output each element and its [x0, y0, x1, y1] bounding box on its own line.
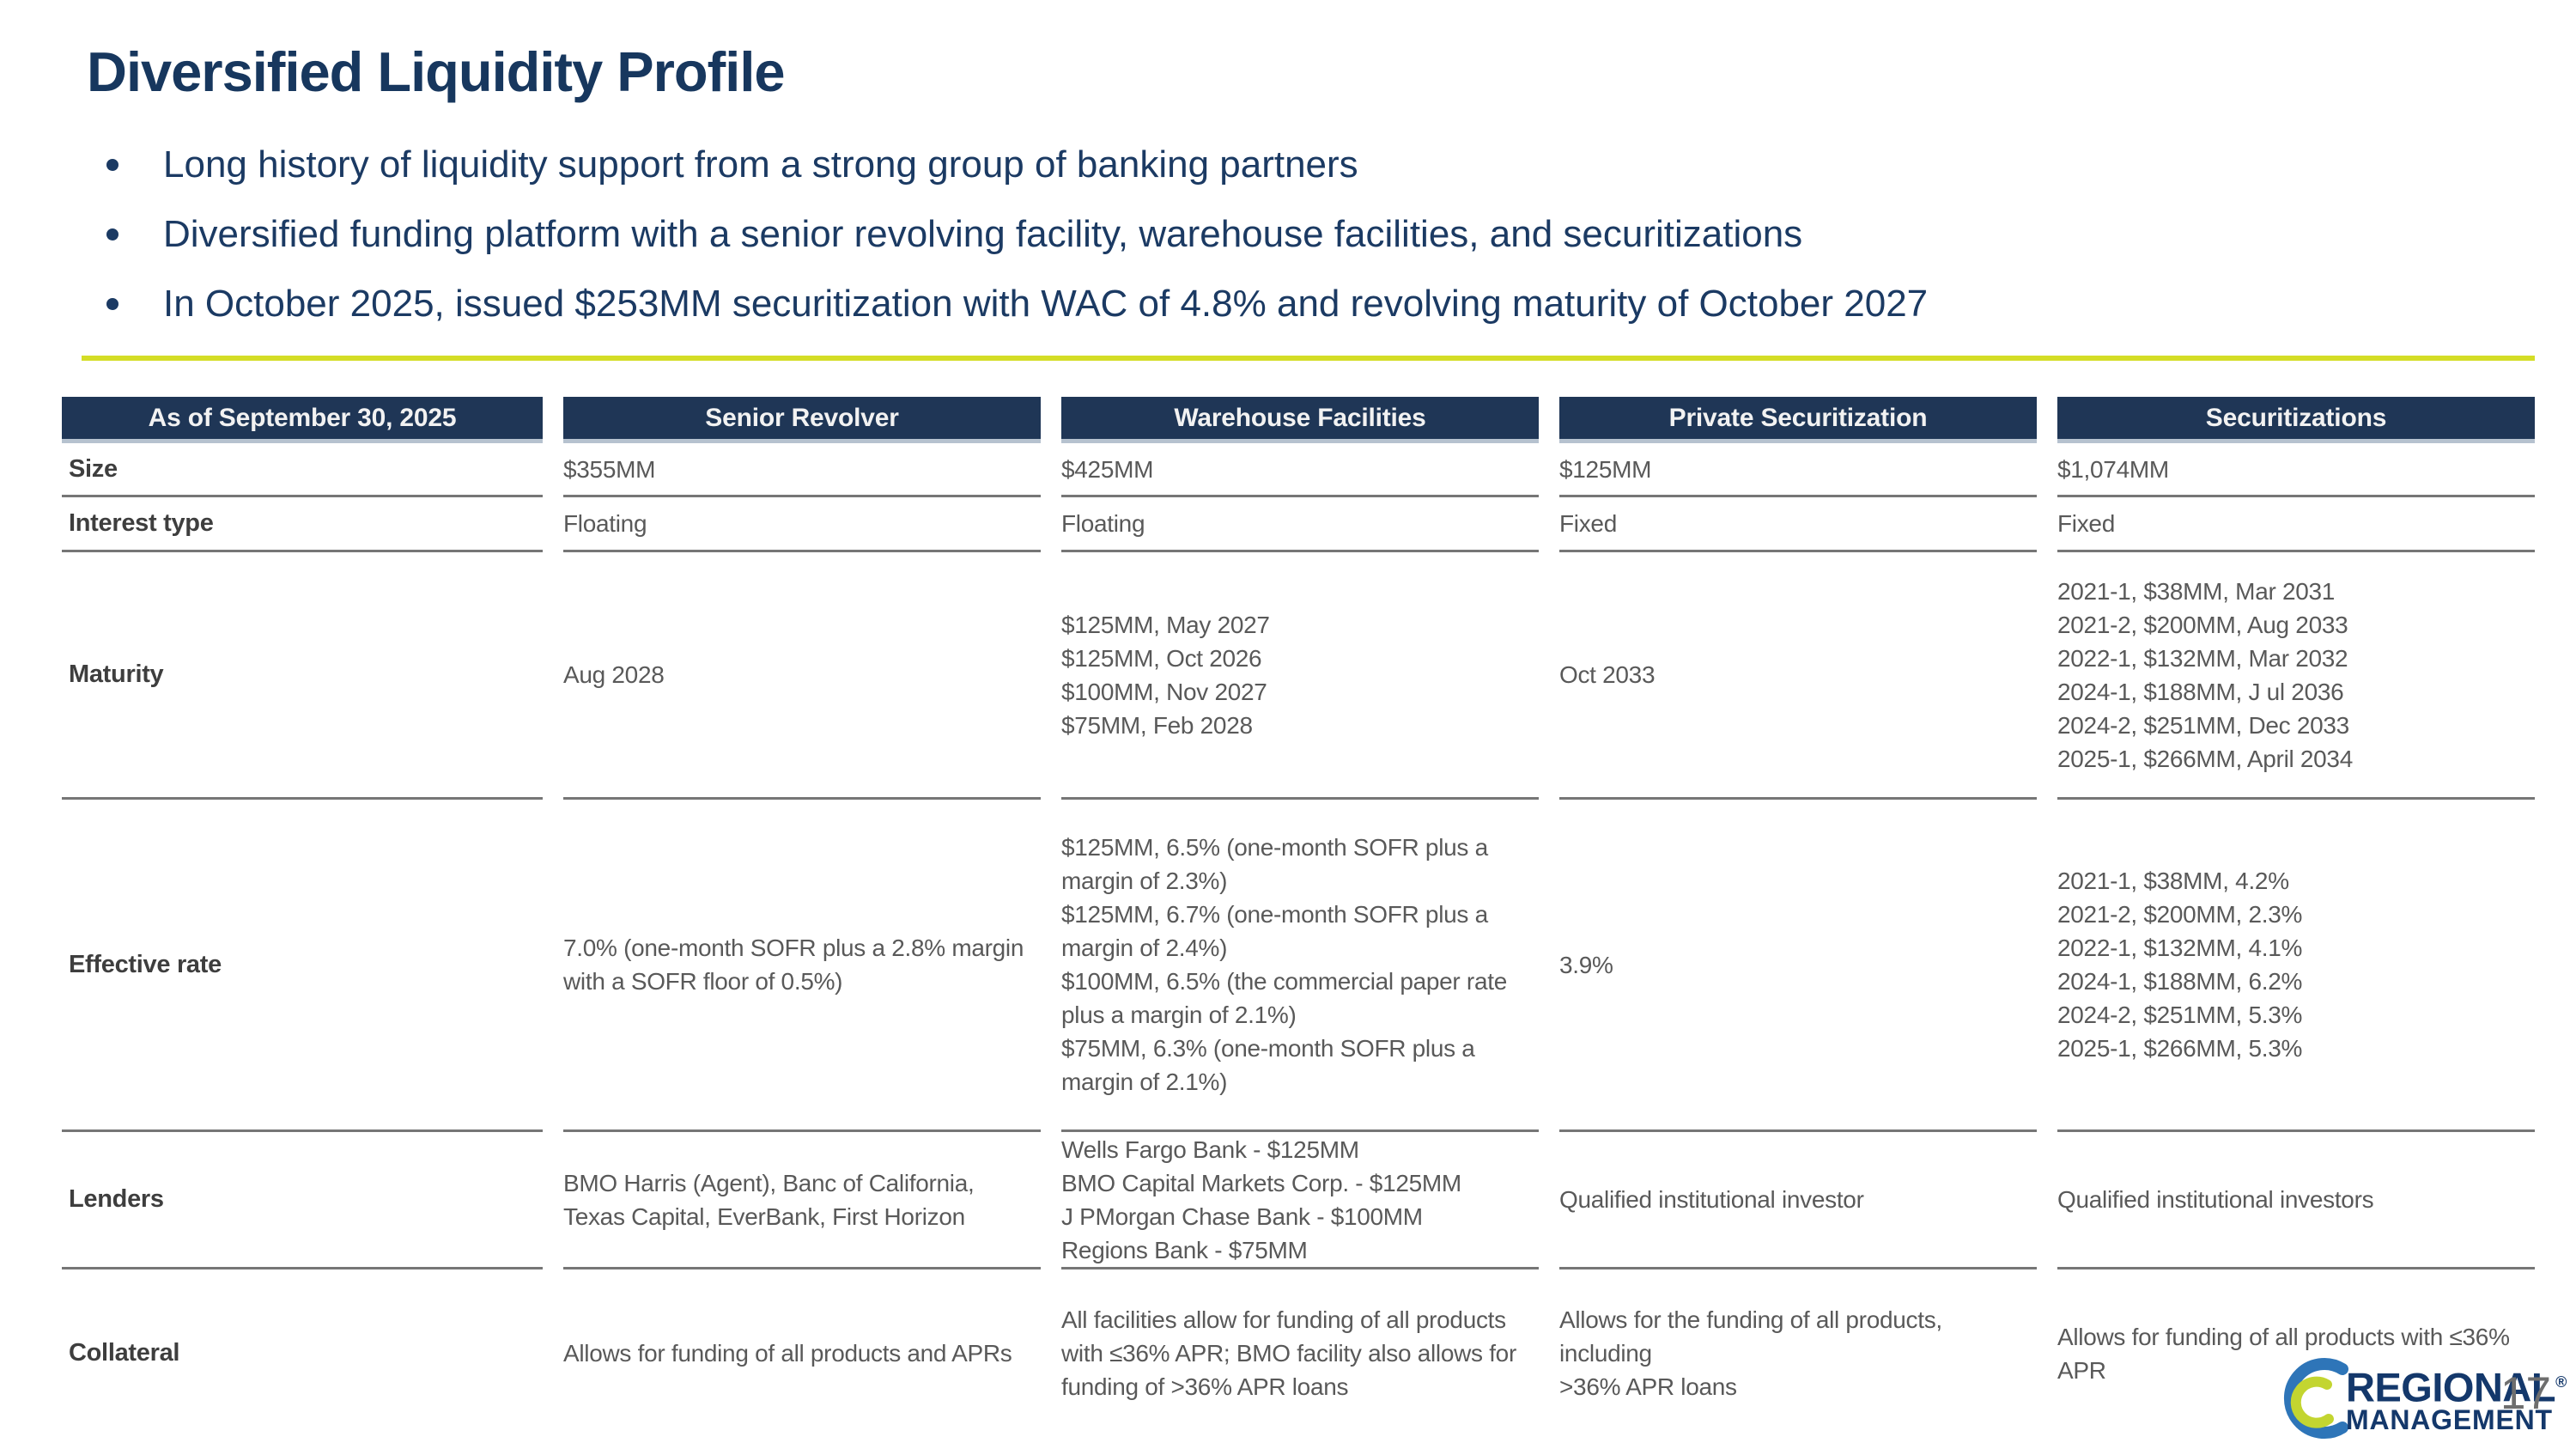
liquidity-table: As of September 30, 2025 Senior Revolver…: [62, 397, 2535, 1437]
cell-interest-private-securitization: Fixed: [1559, 497, 2037, 552]
bullet-text: In October 2025, issued $253MM securitiz…: [163, 283, 1929, 325]
cell-size-securitizations: $1,074MM: [2057, 443, 2535, 497]
bullet-dot-icon: [106, 159, 118, 171]
bullet-item: In October 2025, issued $253MM securitiz…: [101, 283, 2488, 325]
cell-rate-warehouse: $125MM, 6.5% (one-month SOFR plus a marg…: [1061, 800, 1539, 1132]
cell-size-private-securitization: $125MM: [1559, 443, 2037, 497]
cell-rate-securitizations: 2021-1, $38MM, 4.2% 2021-2, $200MM, 2.3%…: [2057, 800, 2535, 1132]
logo-text: REGIONAL® MANAGEMENT: [2346, 1363, 2567, 1434]
column-header-senior-revolver: Senior Revolver: [563, 397, 1041, 443]
row-label-lenders: Lenders: [62, 1132, 543, 1269]
bullet-text: Long history of liquidity support from a…: [163, 143, 1358, 186]
column-header-as-of-date: As of September 30, 2025: [62, 397, 543, 443]
row-label-size: Size: [62, 443, 543, 497]
cell-maturity-warehouse: $125MM, May 2027 $125MM, Oct 2026 $100MM…: [1061, 552, 1539, 800]
cell-lenders-senior-revolver: BMO Harris (Agent), Banc of California, …: [563, 1132, 1041, 1269]
row-label-interest-type: Interest type: [62, 497, 543, 552]
bullet-item: Diversified funding platform with a seni…: [101, 214, 2488, 255]
cell-collateral-warehouse: All facilities allow for funding of all …: [1061, 1306, 1516, 1400]
cell-rate-private-securitization: 3.9%: [1559, 800, 2037, 1132]
cell-interest-securitizations: Fixed: [2057, 497, 2535, 552]
company-logo: REGIONAL® MANAGEMENT: [2274, 1355, 2567, 1441]
cell-size-senior-revolver: $355MM: [563, 443, 1041, 497]
logo-swoosh-icon: [2284, 1358, 2348, 1439]
column-header-securitizations: Securitizations: [2057, 397, 2535, 443]
row-label-effective-rate: Effective rate: [62, 800, 543, 1132]
logo-name-bottom: MANAGEMENT: [2346, 1404, 2553, 1436]
bullet-dot-icon: [106, 298, 118, 310]
cell-size-warehouse: $425MM: [1061, 443, 1539, 497]
cell-lenders-private-securitization: Qualified institutional investor: [1559, 1132, 2037, 1269]
cell-collateral-securitizations: Allows for funding of all products with …: [2057, 1323, 2510, 1384]
cell-collateral-senior-revolver: Allows for funding of all products and A…: [563, 1340, 1012, 1367]
accent-divider: [82, 356, 2535, 361]
registered-mark: ®: [2555, 1373, 2567, 1391]
cell-lenders-securitizations: Qualified institutional investors: [2057, 1132, 2535, 1269]
bullet-text: Diversified funding platform with a seni…: [163, 213, 1803, 255]
cell-rate-senior-revolver: 7.0% (one-month SOFR plus a 2.8% margin …: [563, 800, 1041, 1132]
cell-interest-warehouse: Floating: [1061, 497, 1539, 552]
page-number: 17: [2500, 1368, 2551, 1419]
row-label-collateral: Collateral: [69, 1339, 180, 1367]
page-title: Diversified Liquidity Profile: [87, 40, 786, 103]
cell-collateral-private-securitization: Allows for the funding of all products, …: [1559, 1306, 1942, 1400]
cell-maturity-private-securitization: Oct 2033: [1559, 552, 2037, 800]
column-header-warehouse-facilities: Warehouse Facilities: [1061, 397, 1539, 443]
column-header-private-securitization: Private Securitization: [1559, 397, 2037, 443]
bullet-item: Long history of liquidity support from a…: [101, 144, 2488, 186]
cell-interest-senior-revolver: Floating: [563, 497, 1041, 552]
cell-maturity-securitizations: 2021-1, $38MM, Mar 2031 2021-2, $200MM, …: [2057, 552, 2535, 800]
row-label-maturity: Maturity: [62, 552, 543, 800]
bullet-list: Long history of liquidity support from a…: [101, 144, 2488, 353]
cell-lenders-warehouse: Wells Fargo Bank - $125MM BMO Capital Ma…: [1061, 1132, 1539, 1269]
cell-maturity-senior-revolver: Aug 2028: [563, 552, 1041, 800]
logo-name-top: REGIONAL®: [2346, 1364, 2567, 1410]
bullet-dot-icon: [106, 228, 118, 240]
